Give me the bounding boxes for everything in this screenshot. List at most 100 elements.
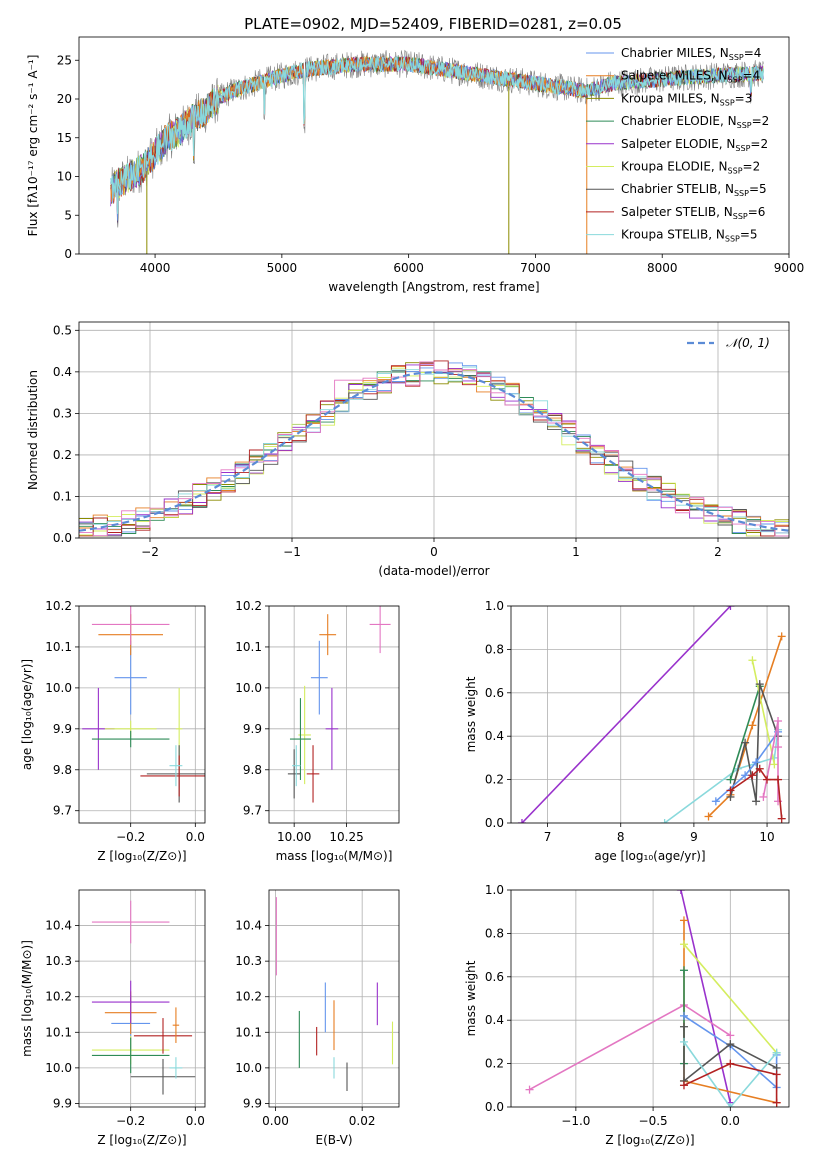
weight-marker-chabrier_miles	[711, 797, 720, 806]
legend-text-tail: =4	[743, 69, 761, 83]
y-tick-label: 10.1	[235, 1025, 262, 1039]
weight-marker-salpeter_stelib	[679, 1081, 688, 1090]
legend-text-sub: SSP	[729, 53, 744, 62]
weight-line-pink	[762, 720, 779, 802]
plot-frame	[78, 36, 790, 255]
legend-text-sub: SSP	[733, 212, 748, 221]
y-tick-label: 5	[64, 208, 72, 222]
y-tick-label: 10.1	[45, 1025, 72, 1039]
x-tick-label: −2	[141, 545, 159, 559]
y-tick-label: 1.0	[485, 883, 504, 897]
x-tick-label: −0.5	[639, 1114, 668, 1128]
y-tick-label: 0.0	[485, 1100, 504, 1114]
y-tick-label: 0.4	[53, 365, 72, 379]
weight-marker-salpeter_elodie	[726, 606, 735, 610]
x-tick-label: 0.02	[349, 1114, 376, 1128]
x-tick-label: −1.0	[561, 1114, 590, 1128]
legend-text-base: Kroupa ELODIE, N	[621, 160, 728, 174]
x-tick-label: 0.0	[186, 1114, 205, 1128]
legend-text-base: Chabrier STELIB, N	[621, 182, 734, 196]
legend-text-base: Kroupa MILES, N	[621, 91, 720, 105]
weight-marker-salpeter_stelib	[726, 786, 735, 795]
y-tick-label: 0.2	[485, 1057, 504, 1071]
x-tick-label: 10	[759, 830, 774, 844]
weight-marker-chabrier_miles	[752, 758, 761, 767]
weight-line-salpeter_elodie	[521, 606, 732, 823]
x-tick-label: −1	[283, 545, 301, 559]
x-tick-label: 8	[617, 830, 625, 844]
y-tick-label: 10.2	[235, 990, 262, 1004]
axes-massweight_vs_age: 7 8 9 10 0.0 0.2 0.4 0.6 0.8 1.0 age [log₁₀(age/yr…	[464, 599, 790, 863]
y-tick-label: 0.6	[485, 686, 504, 700]
y-tick-label: 0.3	[53, 406, 72, 420]
legend-text-tail: =4	[744, 46, 762, 60]
weight-marker-salpeter_stelib	[726, 1059, 735, 1068]
weight-marker-salpeter_stelib	[763, 775, 772, 784]
y-tick-label: 0.8	[485, 642, 504, 656]
weight-marker-salpeter_miles	[777, 632, 786, 641]
weight-marker-salpeter_stelib	[772, 1098, 781, 1107]
x-tick-label: 0.0	[186, 830, 205, 844]
axes-massweight_vs_Z: −1.0 −0.5 0.0 0.0 0.2 0.4 0.6 0.8 1.0 Z [log₁₀(Z/…	[464, 883, 790, 1147]
legend-text-sub: SSP	[737, 121, 752, 130]
legend-text-sub: SSP	[720, 98, 735, 107]
x-tick-label: 1	[572, 545, 580, 559]
weight-marker-salpeter_stelib	[772, 1070, 781, 1079]
weight-marker-kroupa_stelib	[679, 1037, 688, 1046]
legend-entry-salpeter_miles: Salpeter MILES, NSSP=4	[621, 69, 760, 85]
y-tick-label: 1.0	[485, 599, 504, 613]
legend-text-tail: =2	[752, 114, 770, 128]
model-spectrum-chabrier_miles	[110, 56, 764, 221]
weight-marker-chabrier_elodie	[726, 775, 735, 784]
y-axis-label: mass weight	[464, 960, 478, 1036]
weight-marker-kroupa_stelib	[772, 1048, 781, 1057]
weight-marker-kroupa_stelib	[726, 1103, 735, 1107]
weight-marker-pink	[759, 792, 768, 801]
legend-text-tail: =5	[749, 182, 767, 196]
y-tick-label: 10.1	[45, 640, 72, 654]
weight-line-salpeter_stelib	[683, 1062, 778, 1103]
legend-text-sub: SSP	[728, 76, 743, 85]
y-tick-label: 25	[57, 53, 72, 67]
legend-text-base: Salpeter ELODIE, N	[621, 137, 735, 151]
y-tick-label: 10.4	[235, 919, 262, 933]
weight-marker-chabrier_stelib	[755, 680, 764, 689]
weight-marker-pink	[726, 1031, 735, 1040]
weight-marker-chabrier_miles	[741, 771, 750, 780]
plot-frame	[78, 605, 206, 824]
y-tick-label: 0	[64, 247, 72, 261]
weight-marker-chabrier_elodie	[679, 966, 688, 975]
y-tick-label: 10.4	[45, 919, 72, 933]
y-tick-label: 9.8	[53, 763, 72, 777]
plot-frame	[78, 321, 790, 539]
y-tick-label: 0.2	[53, 448, 72, 462]
y-tick-label: 10	[57, 170, 72, 184]
y-tick-label: 10.2	[45, 599, 72, 613]
y-tick-label: 0.5	[53, 323, 72, 337]
weight-marker-salpeter_elodie	[676, 890, 685, 894]
weight-marker-salpeter_stelib	[755, 764, 764, 773]
x-tick-label: 7000	[520, 261, 551, 275]
weight-marker-kroupa_elodie	[748, 656, 757, 665]
weight-line-chabrier_stelib	[683, 1026, 777, 1083]
x-tick-label: 4000	[140, 261, 171, 275]
y-axis-label: Normed distribution	[26, 370, 40, 490]
weight-marker-pink	[774, 743, 783, 752]
x-tick-label: 2	[714, 545, 722, 559]
legend-entry-salpeter_stelib: Salpeter STELIB, NSSP=6	[621, 205, 765, 221]
legend-entry-salpeter_elodie: Salpeter ELODIE, NSSP=2	[621, 137, 768, 153]
x-tick-label: 9000	[774, 261, 805, 275]
y-tick-label: 10.1	[235, 640, 262, 654]
x-tick-label: 0.00	[262, 1114, 289, 1128]
weight-marker-salpeter_miles	[679, 916, 688, 925]
y-tick-label: 0.4	[485, 729, 504, 743]
y-tick-label: 9.9	[243, 1096, 262, 1110]
legend-entry-kroupa_elodie: Kroupa ELODIE, NSSP=2	[621, 160, 760, 176]
figure-title: PLATE=0902, MJD=52409, FIBERID=0281, z=0…	[244, 15, 622, 33]
x-tick-label: −0.2	[116, 830, 145, 844]
legend-entry-kroupa_stelib: Kroupa STELIB, NSSP=5	[621, 228, 758, 244]
y-tick-label: 9.7	[53, 804, 72, 818]
y-tick-label: 10.3	[45, 954, 72, 968]
